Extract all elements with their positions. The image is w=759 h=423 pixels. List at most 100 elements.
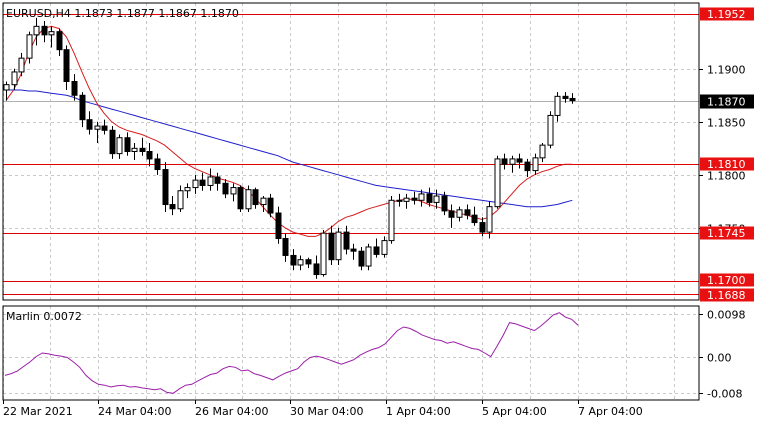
bull-candle [381,240,388,255]
bull-candle [260,197,267,206]
bull-candle [18,57,25,73]
level-price-label: 1.1952 [707,8,746,21]
price-tick-label: 1.1850 [707,117,746,130]
bear-candle [305,259,312,265]
oscillator-tick-label: 0.0098 [707,309,746,322]
bear-candle [71,80,78,96]
red-moving-average [5,25,573,237]
time-tick-label: 24 Mar 04:00 [98,405,171,418]
bull-candle [494,158,501,208]
bull-candle [418,193,425,201]
bull-candle [403,197,410,202]
bear-candle [448,210,455,218]
bull-candle [320,232,327,276]
level-price-box [700,226,754,240]
moving-averages [5,25,573,237]
bear-candle [252,189,259,206]
symbol-title: EURUSD,H4 1.1873 1.1877 1.1867 1.1870 [6,7,239,20]
bear-candle [464,209,471,216]
bull-candle [532,157,539,172]
bear-candle [411,197,418,201]
bull-candle [116,137,123,155]
bear-candle [41,25,48,36]
bull-candle [11,71,18,86]
horizontal-levels [3,14,699,295]
bull-candle [207,176,214,186]
bull-candle [297,259,304,266]
panel-frames [2,2,700,401]
grid-lines [3,3,699,400]
bear-candle [199,179,206,186]
time-tick-label: 22 Mar 2021 [3,405,73,418]
bull-candle [131,147,138,152]
oscillator-tick-label: 0.00 [707,352,732,365]
time-tick-label: 30 Mar 04:00 [290,405,363,418]
candles [3,17,576,279]
bear-candle [109,129,116,155]
bull-candle [388,199,395,242]
level-price-box [700,157,754,171]
bear-candle [350,248,357,252]
bull-candle [26,34,33,59]
bull-candle [365,246,372,267]
level-price-label: 1.1700 [707,274,746,287]
bear-candle [154,158,161,171]
bear-candle [516,158,523,163]
marlin-oscillator [4,312,579,394]
bear-candle [146,151,153,160]
bull-candle [539,144,546,159]
bear-candle [396,199,403,202]
bull-candle [94,125,101,130]
bear-candle [101,125,108,131]
bull-candle [486,206,493,233]
bull-candle [554,95,561,116]
level-price-label: 1.1810 [707,158,746,171]
bear-candle [562,95,569,99]
bull-candle [184,187,191,192]
bear-candle [86,119,93,130]
level-price-box [700,7,754,21]
marlin-line [4,312,579,394]
bear-candle [328,232,335,261]
bear-candle [214,176,221,184]
time-tick-label: 1 Apr 04:00 [386,405,451,418]
bull-candle [335,231,342,261]
bear-candle [569,97,576,102]
bull-candle [547,114,554,146]
oscillator-title: Marlin 0.0072 [6,310,82,323]
bear-candle [343,231,350,250]
level-price-box [700,288,754,302]
bear-candle [237,187,244,210]
level-price-box [700,273,754,287]
price-tick-label: 1.1800 [707,170,746,183]
bull-candle [245,189,252,210]
level-price-label: 1.1688 [707,289,746,302]
bear-candle [79,94,86,121]
oscillator-panel-frame [2,305,700,401]
bear-candle [290,254,297,266]
time-tick-label: 5 Apr 04:00 [482,405,547,418]
bear-candle [124,137,131,152]
bear-candle [56,31,63,51]
current-price-box [700,94,754,109]
price-tick-label: 1.1900 [707,64,746,77]
bear-candle [373,246,380,255]
bear-candle [282,237,289,256]
bear-candle [275,212,282,239]
bull-candle [433,195,440,203]
bull-candle [192,179,199,189]
bear-candle [501,158,508,165]
price-axis: 1.19001.18501.18001.17501.19521.18101.17… [699,7,754,302]
time-tick-label: 7 Apr 04:00 [578,405,643,418]
oscillator-axis: 0.0098 0.00 -0.008 [699,309,746,401]
bear-candle [162,169,169,206]
bull-candle [230,187,237,195]
bear-candle [471,214,478,224]
bull-candle [509,158,516,165]
main-panel-frame [2,2,700,301]
bear-candle [358,250,365,267]
bear-candle [222,182,229,195]
level-price-label: 1.1745 [707,227,746,240]
